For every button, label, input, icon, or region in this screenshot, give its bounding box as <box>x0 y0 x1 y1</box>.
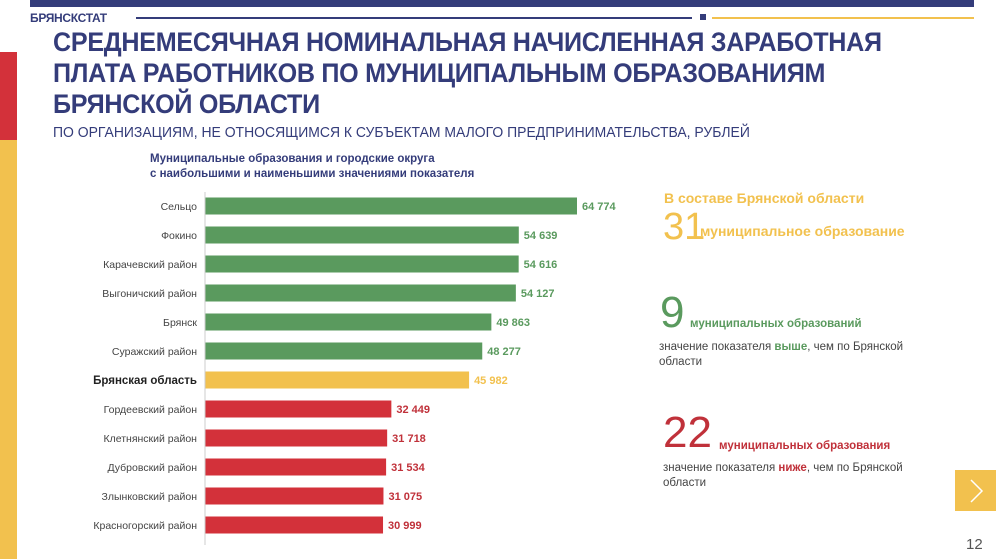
desc-emphasis: ниже <box>778 462 807 474</box>
bar <box>205 487 384 505</box>
category-label: Карачевский район <box>103 259 197 271</box>
divider-square <box>700 14 706 20</box>
data-label: 54 616 <box>524 259 558 271</box>
page-title: СРЕДНЕМЕСЯЧНАЯ НОМИНАЛЬНАЯ НАЧИСЛЕННАЯ З… <box>53 27 882 119</box>
chart-title-line: с наибольшими и наименьшими значениями п… <box>150 168 475 180</box>
desc-text: значение показателя <box>663 462 779 474</box>
chart-title-line: Муниципальные образования и городские ок… <box>150 153 435 165</box>
category-label: Дубровский район <box>107 462 197 474</box>
chart-title: Муниципальные образования и городские ок… <box>150 152 474 182</box>
desc-text: , чем по Брянской области <box>663 462 903 489</box>
data-label: 54 639 <box>524 230 558 242</box>
next-slide-button[interactable] <box>955 470 996 511</box>
total-label: муниципальное образование <box>700 223 905 239</box>
data-label: 31 534 <box>391 462 426 474</box>
bar <box>205 516 384 534</box>
category-label: Фокино <box>161 230 197 242</box>
data-label: 30 999 <box>388 520 422 532</box>
data-label: 31 075 <box>388 491 422 503</box>
bar <box>205 255 519 273</box>
category-label: Клетнянский район <box>103 433 197 445</box>
data-label: 31 718 <box>392 433 426 445</box>
bar <box>205 371 470 389</box>
chevron-right-icon <box>969 478 983 503</box>
category-label: Брянск <box>163 317 197 329</box>
desc-text: значение показателя <box>659 341 775 353</box>
bar <box>205 400 392 418</box>
category-label: Красногорский район <box>93 520 197 532</box>
below-description: значение показателя ниже, чем по Брянско… <box>663 461 913 491</box>
divider-accent <box>712 17 974 19</box>
data-label: 54 127 <box>521 288 555 300</box>
bar <box>205 313 492 331</box>
data-label: 49 863 <box>496 317 530 329</box>
total-heading: В составе Брянской области <box>664 190 865 206</box>
above-description: значение показателя выше, чем по Брянско… <box>659 340 909 370</box>
below-label: муниципальных образования <box>719 440 891 452</box>
side-accent-yellow <box>0 133 17 559</box>
page-subtitle: ПО ОРГАНИЗАЦИЯМ, НЕ ОТНОСЯЩИМСЯ К СУБЪЕК… <box>53 124 750 141</box>
bar <box>205 197 577 215</box>
data-label: 64 774 <box>582 201 617 213</box>
bar <box>205 226 519 244</box>
above-label: муниципальных образований <box>690 318 862 330</box>
side-accent-red <box>0 52 17 140</box>
desc-emphasis: выше <box>774 341 808 353</box>
total-number: 31 <box>663 206 706 248</box>
brand-logo: БРЯНСКСТАТ <box>30 11 107 25</box>
bar-chart: Сельцо 64 774 Фокино 54 639 Карачевский райо… <box>93 192 617 545</box>
bar <box>205 342 483 360</box>
above-number: 9 <box>660 288 685 337</box>
category-label: Брянская область <box>93 375 197 387</box>
below-number: 22 <box>663 408 712 457</box>
page-number: 12 <box>966 536 983 553</box>
category-label: Суражский район <box>112 346 197 358</box>
desc-text: , чем по Брянской области <box>659 341 904 368</box>
divider <box>136 17 692 19</box>
data-label: 45 982 <box>474 375 508 387</box>
category-label: Сельцо <box>161 201 198 213</box>
category-label: Гордеевский район <box>104 404 198 416</box>
bar <box>205 429 388 447</box>
bar <box>205 458 387 476</box>
data-label: 32 449 <box>396 404 430 416</box>
top-bar <box>30 0 974 7</box>
category-label: Выгоничский район <box>102 288 197 300</box>
bar <box>205 284 516 302</box>
category-label: Злынковский район <box>102 491 198 503</box>
data-label: 48 277 <box>487 346 521 358</box>
